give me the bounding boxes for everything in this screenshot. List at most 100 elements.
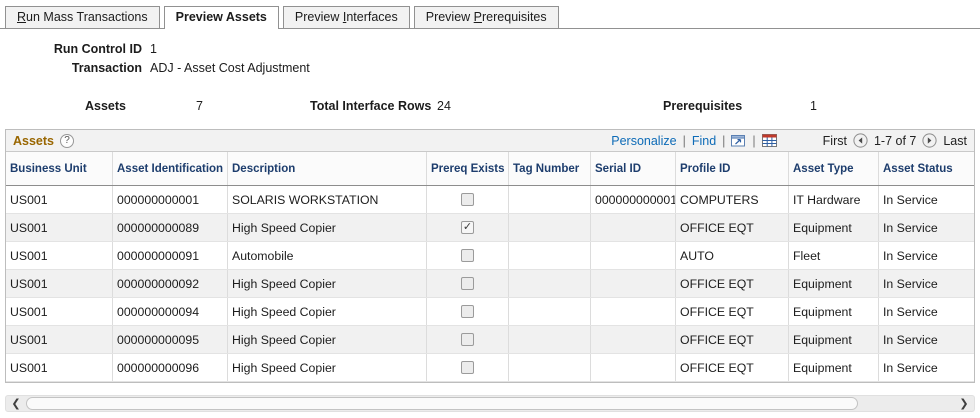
cell-asset-identification: 000000000094 [113,298,228,325]
table-row: US001 000000000091 Automobile AUTO Fleet In S… [6,242,974,270]
next-page-icon[interactable] [922,133,937,148]
tab-label: nterfaces [346,10,398,24]
cell-profile-id: AUTO [676,242,789,269]
prerequisites-label: Prerequisites [663,99,743,113]
tab-label: R [17,10,27,24]
cell-profile-id: OFFICE EQT [676,270,789,297]
grid-body: US001 000000000001 SOLARIS WORKSTATION 0000… [6,186,974,382]
cell-business-unit: US001 [6,242,113,269]
transaction-label: Transaction [71,61,142,75]
horizontal-scrollbar[interactable]: ❮ ❯ [5,395,975,412]
cell-serial-id: 000000000001 [591,186,676,213]
tab-label: Preview [294,10,343,24]
prereq-checkbox [461,249,474,262]
cell-tag-number [509,270,591,297]
find-link[interactable]: Find [691,133,717,148]
grid-toolbar: Personalize | Find | | [611,133,777,148]
scroll-right-icon[interactable]: ❯ [959,398,969,410]
tab-label: P [473,10,483,24]
run-control-row: Run Control ID 1 [0,41,980,58]
assets-grid: Assets ? Personalize | Find | | [5,129,975,383]
column-header-description: Description [228,152,427,185]
tab-label: un Mass Transactions [26,10,148,24]
cell-description: High Speed Copier [228,298,427,325]
cell-asset-type: Equipment [789,298,879,325]
cell-asset-identification: 000000000092 [113,270,228,297]
cell-asset-status: In Service [883,332,938,347]
cell-asset-type: Equipment [789,354,879,381]
cell-profile-id: OFFICE EQT [676,214,789,241]
cell-asset-identification: 000000000089 [113,214,228,241]
cell-business-unit: US001 [6,270,113,297]
prereq-checkbox [461,277,474,290]
cell-tag-number [509,214,591,241]
cell-asset-identification: 000000000001 [113,186,228,213]
cell-asset-type: IT Hardware [789,186,879,213]
zoom-grid-icon[interactable] [731,134,746,147]
cell-profile-id: OFFICE EQT [676,354,789,381]
cell-prereq-exists [427,186,509,213]
help-icon[interactable]: ? [60,133,74,148]
cell-business-unit: US001 [6,186,113,213]
grid-title-bar: Assets ? Personalize | Find | | [6,130,974,152]
table-row: US001 000000000092 High Speed Copier OFFICE… [6,270,974,298]
personalize-link[interactable]: Personalize [611,133,677,148]
column-header-asset-identification: Asset Identification [113,152,228,185]
cell-description: Automobile [228,242,427,269]
cell-tag-number [509,242,591,269]
scroll-left-icon[interactable]: ❮ [11,398,21,410]
column-header-tag-number: Tag Number [509,152,591,185]
cell-serial-id [591,354,676,381]
transaction-value: ADJ - Asset Cost Adjustment [150,61,310,75]
prereq-checkbox [461,193,474,206]
download-to-excel-icon[interactable] [761,134,777,147]
tab-preview-assets[interactable]: Preview Assets [163,6,279,29]
tab-bar: Run Mass Transactions Preview Assets Previ… [0,4,980,29]
separator: | [752,133,756,148]
cell-business-unit: US001 [6,354,113,381]
cell-profile-id: OFFICE EQT [676,326,789,353]
transaction-row: Transaction ADJ - Asset Cost Adjustment [0,60,980,77]
last-link[interactable]: Last [943,133,967,148]
interface-rows-label: Total Interface Rows [310,99,432,113]
cell-serial-id [591,326,676,353]
previous-page-icon[interactable] [853,133,868,148]
cell-description: High Speed Copier [228,270,427,297]
cell-asset-type: Equipment [789,270,879,297]
grid-title: Assets [13,133,54,148]
cell-asset-status: In Service [883,360,938,375]
cell-business-unit: US001 [6,298,113,325]
column-header-prereq-exists: Prereq Exists [427,152,509,185]
cell-tag-number [509,298,591,325]
column-header-profile-id: Profile ID [676,152,789,185]
column-header-business-unit: Business Unit [6,152,113,185]
cell-asset-status: In Service [883,276,938,291]
tab-preview-interfaces[interactable]: Preview Interfaces [282,6,410,28]
cell-asset-type: Equipment [789,326,879,353]
tab-label: Preview [425,10,474,24]
prereq-checkbox [461,305,474,318]
cell-prereq-exists [427,298,509,325]
cell-serial-id [591,214,676,241]
scrollbar-thumb[interactable] [26,397,859,410]
table-row: US001 000000000096 High Speed Copier OFFICE… [6,354,974,382]
cell-description: SOLARIS WORKSTATION [228,186,427,213]
cell-description: High Speed Copier [228,214,427,241]
cell-tag-number [509,326,591,353]
cell-description: High Speed Copier [228,354,427,381]
tab-preview-prerequisites[interactable]: Preview Prerequisites [413,6,559,28]
run-control-id-label: Run Control ID [53,42,142,56]
assets-count-value: 7 [196,99,203,113]
grid-header-row: Business Unit Asset Identification Descrip… [6,152,974,186]
tab-run-mass-transactions[interactable]: Run Mass Transactions [5,6,160,28]
cell-asset-status: In Service [883,192,938,207]
tab-label: I [342,10,347,24]
table-row: US001 000000000094 High Speed Copier OFFICE… [6,298,974,326]
first-link[interactable]: First [822,133,847,148]
cell-asset-status: In Service [883,220,938,235]
grid-pager: First 1-7 of 7 Last [823,133,967,148]
table-row: US001 000000000089 High Speed Copier ✓ OFFIC… [6,214,974,242]
prerequisites-value: 1 [810,99,817,113]
cell-asset-identification: 000000000095 [113,326,228,353]
cell-tag-number [509,186,591,213]
